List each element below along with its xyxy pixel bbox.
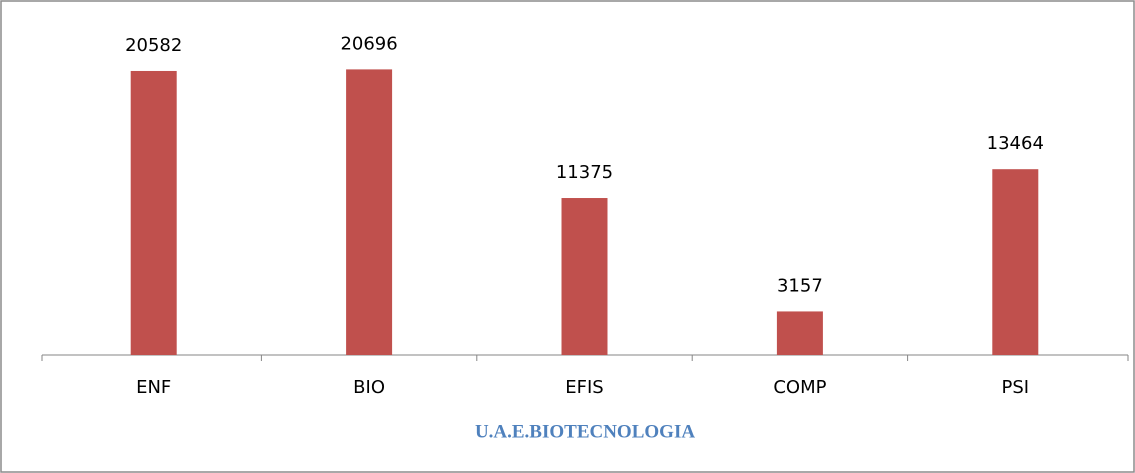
x-tick-label: BIO <box>353 377 385 398</box>
data-label: 3157 <box>777 275 823 296</box>
data-label: 13464 <box>987 133 1044 154</box>
bar <box>130 70 177 356</box>
x-tick-label: EFIS <box>565 377 603 398</box>
data-label: 20582 <box>125 35 182 56</box>
bar <box>776 311 823 355</box>
x-tick-label: ENF <box>136 377 171 398</box>
x-tick-label: PSI <box>1002 377 1030 398</box>
data-label: 11375 <box>556 162 613 183</box>
x-tick-label: COMP <box>773 377 826 398</box>
x-axis-label: U.A.E.BIOTECNOLOGIA <box>475 421 695 442</box>
bar <box>346 69 393 355</box>
bar <box>992 169 1039 355</box>
data-label: 20696 <box>340 33 397 54</box>
bar <box>561 198 608 355</box>
